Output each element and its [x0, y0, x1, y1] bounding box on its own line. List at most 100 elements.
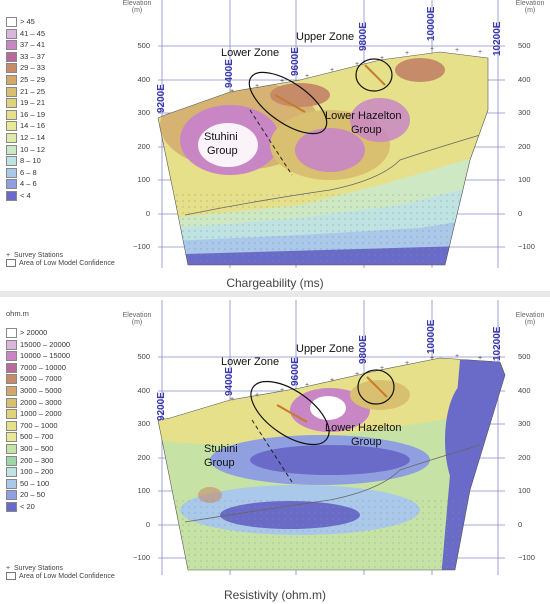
elevation-tick: 200 [137, 141, 150, 151]
station-label: 9800E [358, 335, 369, 364]
legend-label: 15000 – 20000 [20, 339, 71, 349]
legend-swatch [6, 191, 17, 202]
legend-label: 200 – 300 [20, 455, 54, 465]
legend-swatch [6, 156, 17, 167]
legend-label: 100 – 200 [20, 467, 54, 477]
resistivity-panel: + + + + + + + + + + + ohm.m > 20000 15000 – 20000 10… [0, 300, 550, 604]
legend-label: 25 – 29 [20, 75, 46, 84]
legend-label: 5000 – 7000 [20, 374, 62, 384]
legend-item: 500 – 700 [6, 432, 54, 443]
legend-label: 10 – 12 [20, 144, 46, 154]
hazelton-label-2: Group [351, 436, 382, 448]
legend-label: 3000 – 5000 [20, 386, 62, 395]
stuhini-label-2: Group [207, 145, 238, 157]
elevation-tick: 400 [518, 74, 531, 84]
svg-text:+: + [230, 396, 234, 403]
legend-label: < 4 [20, 191, 31, 200]
legend-item: 50 – 100 [6, 479, 49, 489]
upper-zone-label: Upper Zone [296, 343, 355, 355]
legend-label: 14 – 16 [20, 121, 46, 131]
fault-line [251, 419, 293, 483]
legend-item: 15000 – 20000 [6, 340, 70, 350]
upper-zone-vein [364, 64, 386, 86]
elev-ticks-right: 500 400 300 200 100 0 −100 [518, 41, 542, 276]
legend-label: 19 – 21 [20, 98, 46, 108]
svg-text:+: + [380, 365, 384, 372]
elevation-tick: −100 [518, 553, 535, 562]
elevation-tick: 500 [518, 41, 531, 50]
legend-swatch [6, 40, 17, 51]
station-label: 9600E [290, 357, 301, 386]
legend-label: 500 – 700 [20, 432, 54, 442]
legend-swatch [6, 374, 17, 385]
legend-item: 16 – 19 [6, 110, 45, 120]
legend-label: 6 – 8 [20, 167, 37, 177]
legend-swatch [6, 351, 17, 362]
station-label: 9200E [156, 392, 167, 421]
svg-text:+: + [355, 61, 359, 68]
elevation-tick: 100 [137, 175, 150, 184]
station-label: 9800E [358, 22, 369, 51]
svg-text:+: + [430, 355, 434, 362]
chargeability-model [158, 52, 488, 265]
svg-text:+: + [330, 377, 334, 384]
low-confidence-key: Area of Low Model Confidence [6, 259, 115, 267]
svg-text:+: + [478, 355, 482, 362]
legend-label: 4 – 6 [20, 179, 37, 189]
legend-swatch [6, 75, 17, 86]
legend-swatch [6, 144, 17, 155]
station-label: 9400E [224, 59, 235, 88]
legend-swatch [6, 133, 17, 144]
legend-swatch [6, 420, 17, 431]
resistivity-model [158, 358, 505, 570]
legend-swatch [6, 362, 17, 373]
elevation-label-left: Elevation (m) [122, 0, 152, 14]
legend-swatch [6, 98, 17, 109]
legend-swatch [6, 17, 17, 28]
svg-text:+: + [255, 83, 259, 90]
elevation-tick: 200 [137, 452, 150, 462]
station-label: 10200E [492, 326, 503, 361]
station-label: 9400E [224, 367, 235, 396]
legend-item: 37 – 41 [6, 40, 46, 51]
svg-text:+: + [255, 392, 259, 399]
elevation-tick: 400 [137, 74, 150, 84]
legend-item: 1000 – 2000 [6, 409, 62, 420]
stuhini-label-2: Group [204, 457, 235, 469]
elevation-tick: 400 [137, 385, 150, 395]
svg-text:+: + [405, 50, 409, 57]
svg-text:+: + [380, 55, 384, 62]
elevation-tick: −100 [133, 553, 150, 562]
resistivity-title: Resistivity (ohm.m) [223, 588, 326, 602]
hazelton-label-2: Group [351, 124, 382, 136]
legend-item: 20 – 50 [6, 490, 45, 501]
legend-item: 200 – 300 [6, 456, 53, 466]
elevation-tick: 100 [518, 175, 531, 184]
elevation-tick: 300 [137, 419, 150, 428]
legend-swatch [6, 63, 17, 74]
legend-unit: ohm.m [6, 309, 29, 318]
svg-text:+: + [230, 88, 234, 95]
legend-label: 37 – 41 [20, 40, 46, 50]
station-label: 9200E [156, 84, 167, 113]
legend-item: > 20000 [6, 328, 47, 339]
stuhini-label: Stuhini [204, 443, 238, 455]
svg-text:+: + [355, 371, 359, 378]
survey-stations-key: + Survey Stations [6, 565, 64, 572]
elevation-tick: 400 [518, 385, 531, 395]
legend-item: 300 – 500 [6, 444, 53, 455]
station-label: 9600E [290, 47, 301, 76]
svg-text:+: + [280, 78, 284, 85]
elevation-tick: −100 [518, 242, 535, 251]
legend-swatch [6, 409, 17, 420]
svg-text:+: + [305, 73, 309, 80]
fault-line [249, 109, 293, 176]
legend-label: 1000 – 2000 [20, 409, 62, 419]
legend-item: 10 – 12 [6, 145, 45, 155]
legend-label: 8 – 10 [20, 156, 41, 166]
elevation-tick: 100 [518, 486, 531, 495]
elevation-tick: 300 [518, 108, 531, 117]
lower-zone-label: Lower Zone [221, 356, 280, 368]
elevation-label-right: Elevation (m) [515, 0, 545, 14]
lower-zone-label: Lower Zone [221, 47, 280, 59]
